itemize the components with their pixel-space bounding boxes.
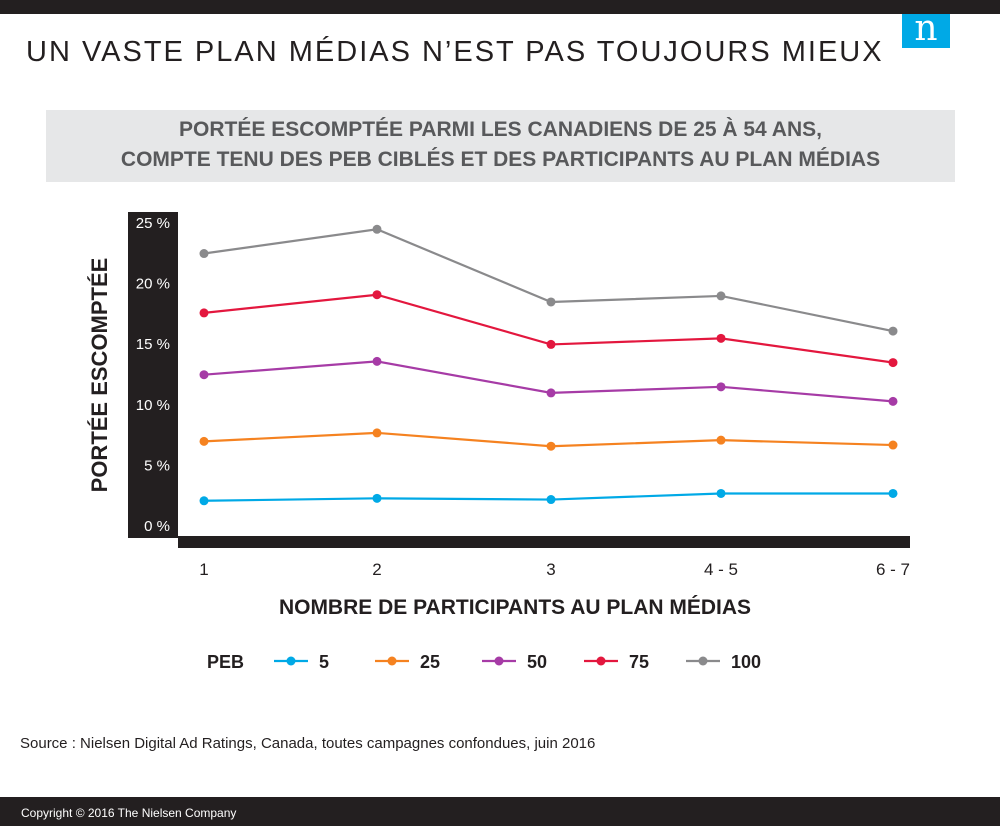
data-point-100	[372, 224, 382, 234]
data-point-75	[546, 339, 556, 349]
legend-label-25: 25	[420, 652, 440, 672]
data-point-50	[716, 382, 726, 392]
data-point-100	[546, 297, 556, 307]
legend-title: PEB	[207, 652, 244, 672]
data-point-75	[372, 290, 382, 300]
x-tick-label: 6 - 7	[876, 560, 910, 579]
data-point-100	[888, 326, 898, 336]
data-point-50	[372, 356, 382, 366]
y-tick-label: 0 %	[144, 518, 170, 535]
y-axis-bar	[128, 212, 178, 538]
legend-label-5: 5	[319, 652, 329, 672]
y-tick-label: 10 %	[136, 397, 170, 414]
nielsen-logo-icon: n	[902, 11, 950, 48]
x-axis-title: NOMBRE DE PARTICIPANTS AU PLAN MÉDIAS	[279, 596, 751, 619]
data-point-5	[199, 496, 209, 506]
data-point-75	[199, 308, 209, 318]
legend-label-50: 50	[527, 652, 547, 672]
legend-label-100: 100	[731, 652, 761, 672]
y-tick-label: 20 %	[136, 276, 170, 293]
data-point-25	[546, 441, 556, 451]
data-point-25	[888, 440, 898, 450]
data-point-25	[199, 436, 209, 446]
legend-label-75: 75	[629, 652, 649, 672]
data-point-50	[546, 388, 556, 398]
source-note: Source : Nielsen Digital Ad Ratings, Can…	[20, 735, 596, 752]
x-tick-label: 2	[372, 560, 381, 579]
legend-marker-5	[286, 656, 296, 666]
data-point-50	[199, 370, 209, 380]
x-tick-label: 4 - 5	[704, 560, 738, 579]
chart-subtitle-line-2: COMPTE TENU DES PEB CIBLÉS ET DES PARTIC…	[120, 148, 881, 171]
x-tick-label: 1	[199, 560, 208, 579]
data-point-25	[716, 435, 726, 445]
x-tick-label: 3	[546, 560, 555, 579]
x-axis-bar	[178, 536, 910, 548]
y-tick-label: 5 %	[144, 457, 170, 474]
copyright-text: Copyright © 2016 The Nielsen Company	[21, 806, 237, 820]
data-point-100	[199, 249, 209, 259]
series-line-100	[203, 228, 894, 333]
data-point-100	[716, 291, 726, 301]
y-tick-label: 25 %	[136, 215, 170, 232]
page-title: UN VASTE PLAN MÉDIAS N’EST PAS TOUJOURS …	[26, 36, 884, 68]
y-tick-label: 15 %	[136, 336, 170, 353]
legend-marker-100	[698, 656, 708, 666]
legend-marker-50	[494, 656, 504, 666]
legend-marker-25	[387, 656, 397, 666]
data-point-50	[888, 396, 898, 406]
data-point-5	[372, 493, 382, 503]
legend-marker-75	[596, 656, 606, 666]
top-bar	[0, 0, 1000, 14]
y-axis-title: PORTÉE ESCOMPTÉE	[87, 258, 112, 493]
data-point-75	[716, 333, 726, 343]
data-point-5	[546, 495, 556, 505]
chart-subtitle-box: PORTÉE ESCOMPTÉE PARMI LES CANADIENS DE …	[46, 110, 955, 182]
data-point-25	[372, 428, 382, 438]
bottom-bar	[0, 797, 1000, 826]
data-point-75	[888, 358, 898, 368]
data-point-5	[888, 488, 898, 498]
data-point-5	[716, 488, 726, 498]
chart-subtitle-line-1: PORTÉE ESCOMPTÉE PARMI LES CANADIENS DE …	[179, 118, 822, 141]
